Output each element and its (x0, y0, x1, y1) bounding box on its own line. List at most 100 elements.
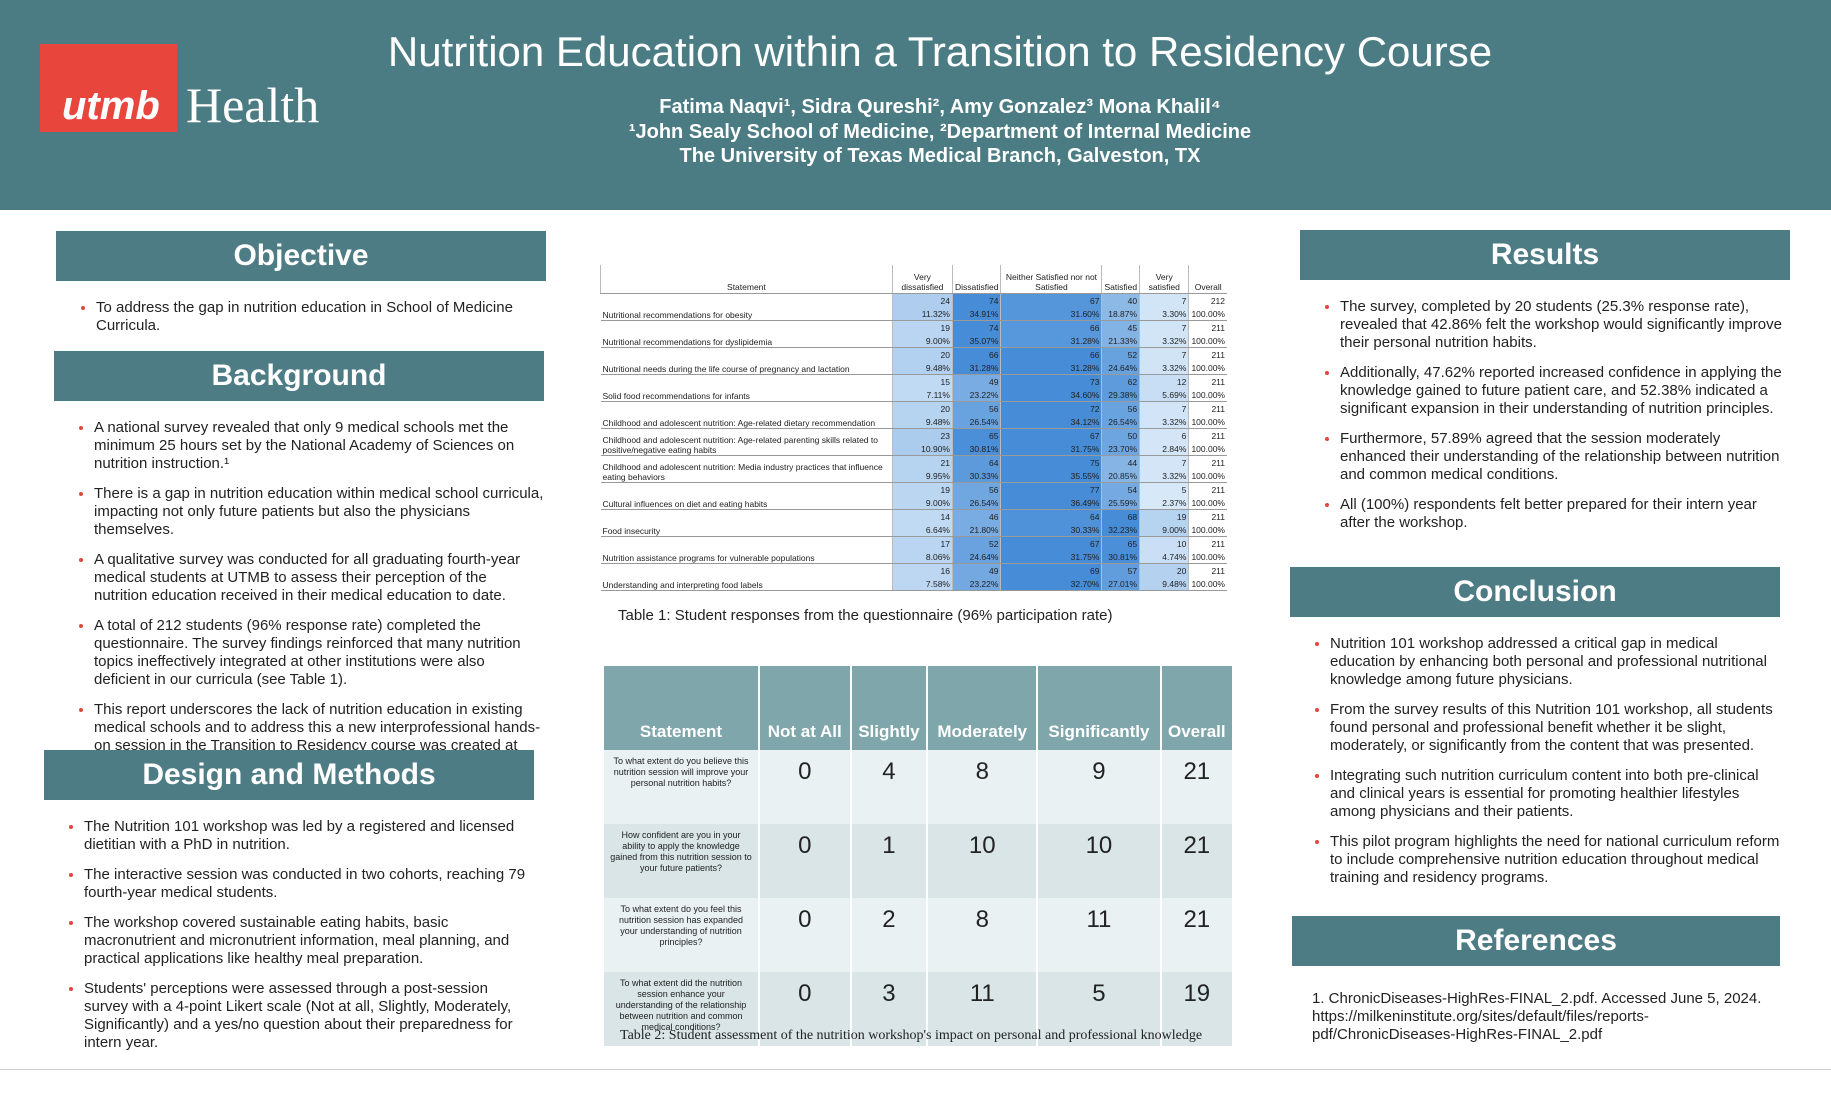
value-cell: 19 (1160, 972, 1235, 1046)
count-cell: 67 (1000, 428, 1102, 442)
logo-word: Health (186, 77, 320, 133)
count-cell: 211 (1188, 401, 1227, 415)
percent-row: 7.58% 23.22% 32.70% 27.01% 9.48% 100.00% (601, 577, 1227, 591)
count-cell: 50 (1101, 428, 1140, 442)
references-section: References 1. ChronicDiseases-HighRes-FIN… (1292, 916, 1780, 1056)
statement: Childhood and adolescent nutrition: Medi… (600, 455, 893, 483)
percent-cell: 100.00% (1188, 496, 1227, 510)
table-1-caption: Table 1: Student responses from the ques… (618, 607, 1113, 624)
count-cell: 52 (1101, 347, 1140, 361)
count-cell: 49 (951, 563, 1001, 577)
percent-cell: 100.00% (1188, 550, 1227, 564)
bullet: The workshop covered sustainable eating … (84, 914, 534, 968)
percent-cell: 9.00% (1139, 523, 1189, 537)
statement: Childhood and adolescent nutrition: Age-… (600, 401, 893, 429)
bullet: A qualitative survey was conducted for a… (94, 551, 544, 605)
percent-row: 11.32% 34.91% 31.60% 18.87% 3.30% 100.00% (601, 307, 1227, 321)
background-section: Background A national survey revealed tha… (54, 351, 544, 785)
percent-cell: 100.00% (1188, 307, 1227, 321)
count-cell: 68 (1101, 509, 1140, 523)
count-cell: 19 (891, 320, 953, 334)
percent-cell: 23.70% (1101, 442, 1140, 456)
statement: To what extent do you feel this nutritio… (604, 898, 760, 972)
percent-cell: 3.32% (1139, 415, 1189, 429)
percent-cell: 100.00% (1188, 388, 1227, 402)
reference: 1. ChronicDiseases-HighRes-FINAL_2.pdf. … (1312, 990, 1762, 1043)
column-header: Very dissatisfied (891, 265, 953, 294)
count-cell: 45 (1101, 320, 1140, 334)
column-header: Satisfied (1101, 265, 1140, 294)
bullet: Nutrition 101 workshop addressed a criti… (1330, 635, 1780, 689)
percent-cell: 36.49% (1000, 496, 1102, 510)
count-cell: 75 (1000, 455, 1102, 469)
percent-cell: 9.48% (1139, 577, 1189, 591)
percent-cell: 3.32% (1139, 361, 1189, 375)
objective-section: Objective To address the gap in nutrition… (56, 231, 546, 347)
count-cell: 62 (1101, 374, 1140, 388)
percent-cell: 21.80% (951, 523, 1001, 537)
count-cell: 16 (891, 563, 953, 577)
percent-cell: 30.33% (1000, 523, 1102, 537)
count-cell: 72 (1000, 401, 1102, 415)
count-cell: 20 (891, 347, 953, 361)
count-cell: 66 (1000, 320, 1102, 334)
value-cell: 5 (1037, 972, 1162, 1046)
results-section: Results The survey, completed by 20 stude… (1300, 230, 1790, 544)
value-cell: 8 (927, 898, 1039, 972)
bullet: A national survey revealed that only 9 m… (94, 419, 544, 473)
count-cell: 56 (1101, 401, 1140, 415)
footer-rule (0, 1069, 1831, 1070)
percent-cell: 31.28% (951, 361, 1001, 375)
bullet: Additionally, 47.62% reported increased … (1340, 364, 1790, 418)
bullet: The Nutrition 101 workshop was led by a … (84, 818, 534, 854)
count-cell: 66 (1000, 347, 1102, 361)
count-row: Food insecurity 14 46 64 68 19 211 (600, 509, 1227, 537)
bullet: This pilot program highlights the need f… (1330, 833, 1780, 887)
count-cell: 6 (1139, 428, 1189, 442)
statement: Understanding and interpreting food labe… (600, 563, 893, 591)
percent-cell: 31.75% (1000, 550, 1102, 564)
column-header: Very satisfied (1139, 265, 1189, 294)
count-cell: 10 (1139, 536, 1189, 550)
column-header: Neither Satisfied nor not Satisfied (1000, 265, 1102, 294)
percent-cell: 34.91% (951, 307, 1001, 321)
percent-cell: 5.69% (1139, 388, 1189, 402)
percent-cell: 9.48% (891, 415, 953, 429)
statement: To what extent do you believe this nutri… (604, 750, 760, 824)
count-cell: 74 (951, 320, 1001, 334)
count-cell: 211 (1188, 563, 1227, 577)
percent-cell: 27.01% (1101, 577, 1140, 591)
percent-cell: 29.38% (1101, 388, 1140, 402)
percent-cell: 100.00% (1188, 523, 1227, 537)
value-cell: 21 (1160, 824, 1235, 898)
logo-mark: utmb (62, 84, 160, 128)
count-cell: 24 (891, 293, 953, 307)
statement: Cultural influences on diet and eating h… (600, 482, 893, 510)
percent-cell: 100.00% (1188, 577, 1227, 591)
percent-cell: 31.28% (1000, 334, 1102, 348)
statement: To what extent did the nutrition session… (604, 972, 760, 1046)
section-heading: Results (1300, 230, 1790, 280)
percent-cell: 20.85% (1101, 469, 1140, 483)
count-cell: 211 (1188, 374, 1227, 388)
percent-cell: 9.00% (891, 334, 953, 348)
percent-cell: 2.84% (1139, 442, 1189, 456)
percent-cell: 6.64% (891, 523, 953, 537)
percent-cell: 18.87% (1101, 307, 1140, 321)
count-cell: 7 (1139, 293, 1189, 307)
percent-cell: 31.28% (1000, 361, 1102, 375)
column-header: Statement (600, 265, 893, 294)
header-row: Statement Very dissatisfied Dissatisfied Ne… (600, 265, 1227, 294)
statement: Food insecurity (600, 509, 893, 537)
column-header: Significantly (1037, 666, 1162, 750)
count-cell: 12 (1139, 374, 1189, 388)
statement: How confident are you in your ability to… (604, 824, 760, 898)
percent-row: 6.64% 21.80% 30.33% 32.23% 9.00% 100.00% (601, 523, 1227, 537)
institution: The University of Texas Medical Branch, … (679, 145, 1201, 167)
header-row: Statement Not at All Slightly Moderately Sig… (604, 666, 1235, 750)
count-row: Cultural influences on diet and eating h… (600, 482, 1227, 510)
count-cell: 74 (951, 293, 1001, 307)
percent-cell: 3.32% (1139, 469, 1189, 483)
value-cell: 0 (759, 898, 852, 972)
